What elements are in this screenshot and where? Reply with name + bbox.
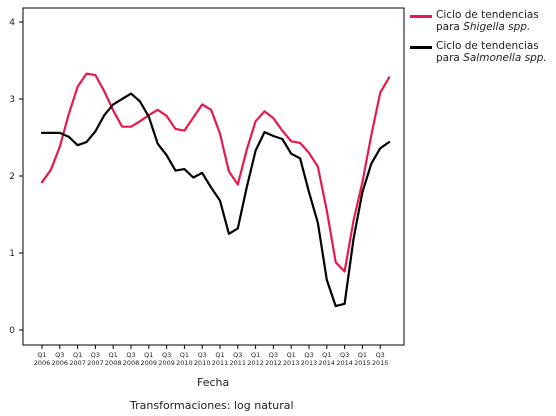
legend-label-salmonella-line2: para Salmonella spp.	[436, 51, 556, 65]
y-axis-ticks: 0 1 2 3 4	[9, 18, 23, 336]
x-tick-label-year: 2009	[141, 359, 158, 367]
legend-swatch-salmonella	[410, 46, 432, 49]
legend: Ciclo de tendencias para Shigella spp. C…	[408, 9, 556, 72]
legend-label-salmonella-species: Salmonella spp.	[463, 51, 547, 64]
y-tick-label: 2	[9, 172, 15, 182]
x-axis-ticks: Q12006Q32006Q12007Q32007Q12008Q32008Q120…	[34, 345, 389, 367]
x-tick-label-year: 2010	[176, 359, 193, 367]
x-tick-label-year: 2015	[372, 359, 389, 367]
x-tick-label-quarter: Q3	[233, 351, 242, 359]
series-line-salmonella	[40, 92, 391, 308]
legend-swatch-shigella	[410, 15, 432, 18]
x-tick-label-year: 2012	[265, 359, 282, 367]
legend-label-salmonella-para: para	[436, 51, 464, 64]
x-tick-label-year: 2013	[301, 359, 318, 367]
legend-item-salmonella: Ciclo de tendencias para Salmonella spp.	[408, 40, 556, 65]
series-lines	[40, 72, 391, 308]
series-line-shigella	[40, 72, 391, 273]
legend-label-salmonella-line1: Ciclo de tendencias	[436, 40, 539, 52]
legend-item-shigella: Ciclo de tendencias para Shigella spp.	[408, 9, 556, 34]
x-tick-label-year: 2008	[123, 359, 140, 367]
x-tick-label-quarter: Q1	[109, 351, 118, 359]
y-tick-label: 0	[9, 326, 15, 336]
x-tick-label-year: 2007	[69, 359, 86, 367]
x-tick-label-quarter: Q1	[287, 351, 296, 359]
x-tick-label-quarter: Q3	[340, 351, 349, 359]
y-tick-label: 3	[9, 95, 15, 105]
x-tick-label-year: 2011	[230, 359, 247, 367]
x-tick-label-year: 2011	[212, 359, 229, 367]
legend-label-shigella-species: Shigella spp.	[463, 20, 531, 33]
x-tick-label-year: 2014	[336, 359, 353, 367]
x-tick-label-year: 2014	[319, 359, 336, 367]
x-tick-label-quarter: Q3	[269, 351, 278, 359]
x-tick-label-year: 2010	[194, 359, 211, 367]
x-axis-title: Fecha	[197, 376, 230, 389]
y-tick-label: 1	[9, 249, 15, 259]
x-tick-label-quarter: Q1	[358, 351, 367, 359]
x-tick-label-year: 2009	[158, 359, 175, 367]
x-tick-label-quarter: Q1	[144, 351, 153, 359]
x-tick-label-quarter: Q3	[162, 351, 171, 359]
x-tick-label-quarter: Q1	[322, 351, 331, 359]
x-tick-label-year: 2015	[354, 359, 371, 367]
x-tick-label-quarter: Q3	[55, 351, 64, 359]
y-tick-label: 4	[9, 18, 15, 28]
x-tick-label-year: 2013	[283, 359, 300, 367]
legend-label-shigella-para: para	[436, 20, 464, 33]
legend-label-shigella-line1: Ciclo de tendencias	[436, 9, 539, 21]
x-tick-label-quarter: Q1	[251, 351, 260, 359]
legend-label-shigella-line2: para Shigella spp.	[436, 20, 556, 34]
x-tick-label-quarter: Q3	[126, 351, 135, 359]
x-tick-label-year: 2006	[34, 359, 51, 367]
x-tick-label-year: 2008	[105, 359, 122, 367]
x-tick-label-quarter: Q1	[73, 351, 82, 359]
x-tick-label-year: 2006	[52, 359, 69, 367]
x-tick-label-year: 2007	[87, 359, 104, 367]
x-tick-label-quarter: Q3	[304, 351, 313, 359]
x-tick-label-quarter: Q1	[215, 351, 224, 359]
footnote-transformations: Transformaciones: log natural	[130, 399, 294, 412]
x-tick-label-year: 2012	[247, 359, 264, 367]
x-tick-label-quarter: Q3	[91, 351, 100, 359]
x-tick-label-quarter: Q1	[37, 351, 46, 359]
x-tick-label-quarter: Q1	[180, 351, 189, 359]
x-tick-label-quarter: Q3	[376, 351, 385, 359]
x-tick-label-quarter: Q3	[198, 351, 207, 359]
